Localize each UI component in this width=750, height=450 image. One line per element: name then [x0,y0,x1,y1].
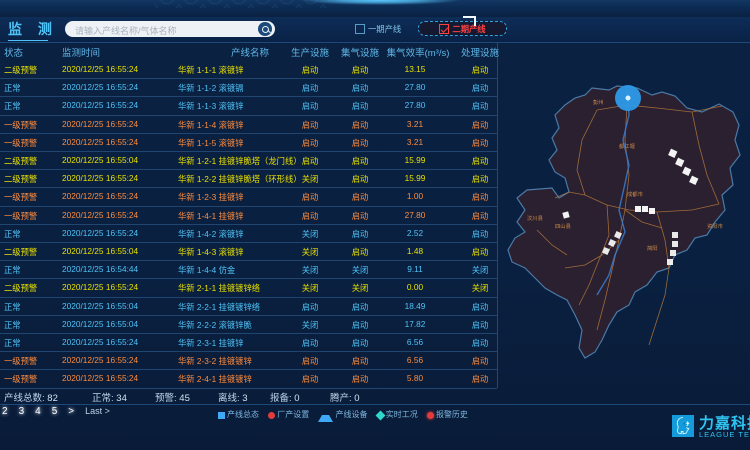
svg-text:彭州: 彭州 [593,98,604,106]
svg-text:成都市: 成都市 [627,190,644,198]
svg-text:资阳市: 资阳市 [707,222,724,230]
svg-text:汶川县: 汶川县 [527,214,543,222]
svg-text:都江堰: 都江堰 [619,142,636,150]
svg-text:简阳: 简阳 [647,244,658,252]
svg-text:四山县: 四山县 [555,222,571,230]
